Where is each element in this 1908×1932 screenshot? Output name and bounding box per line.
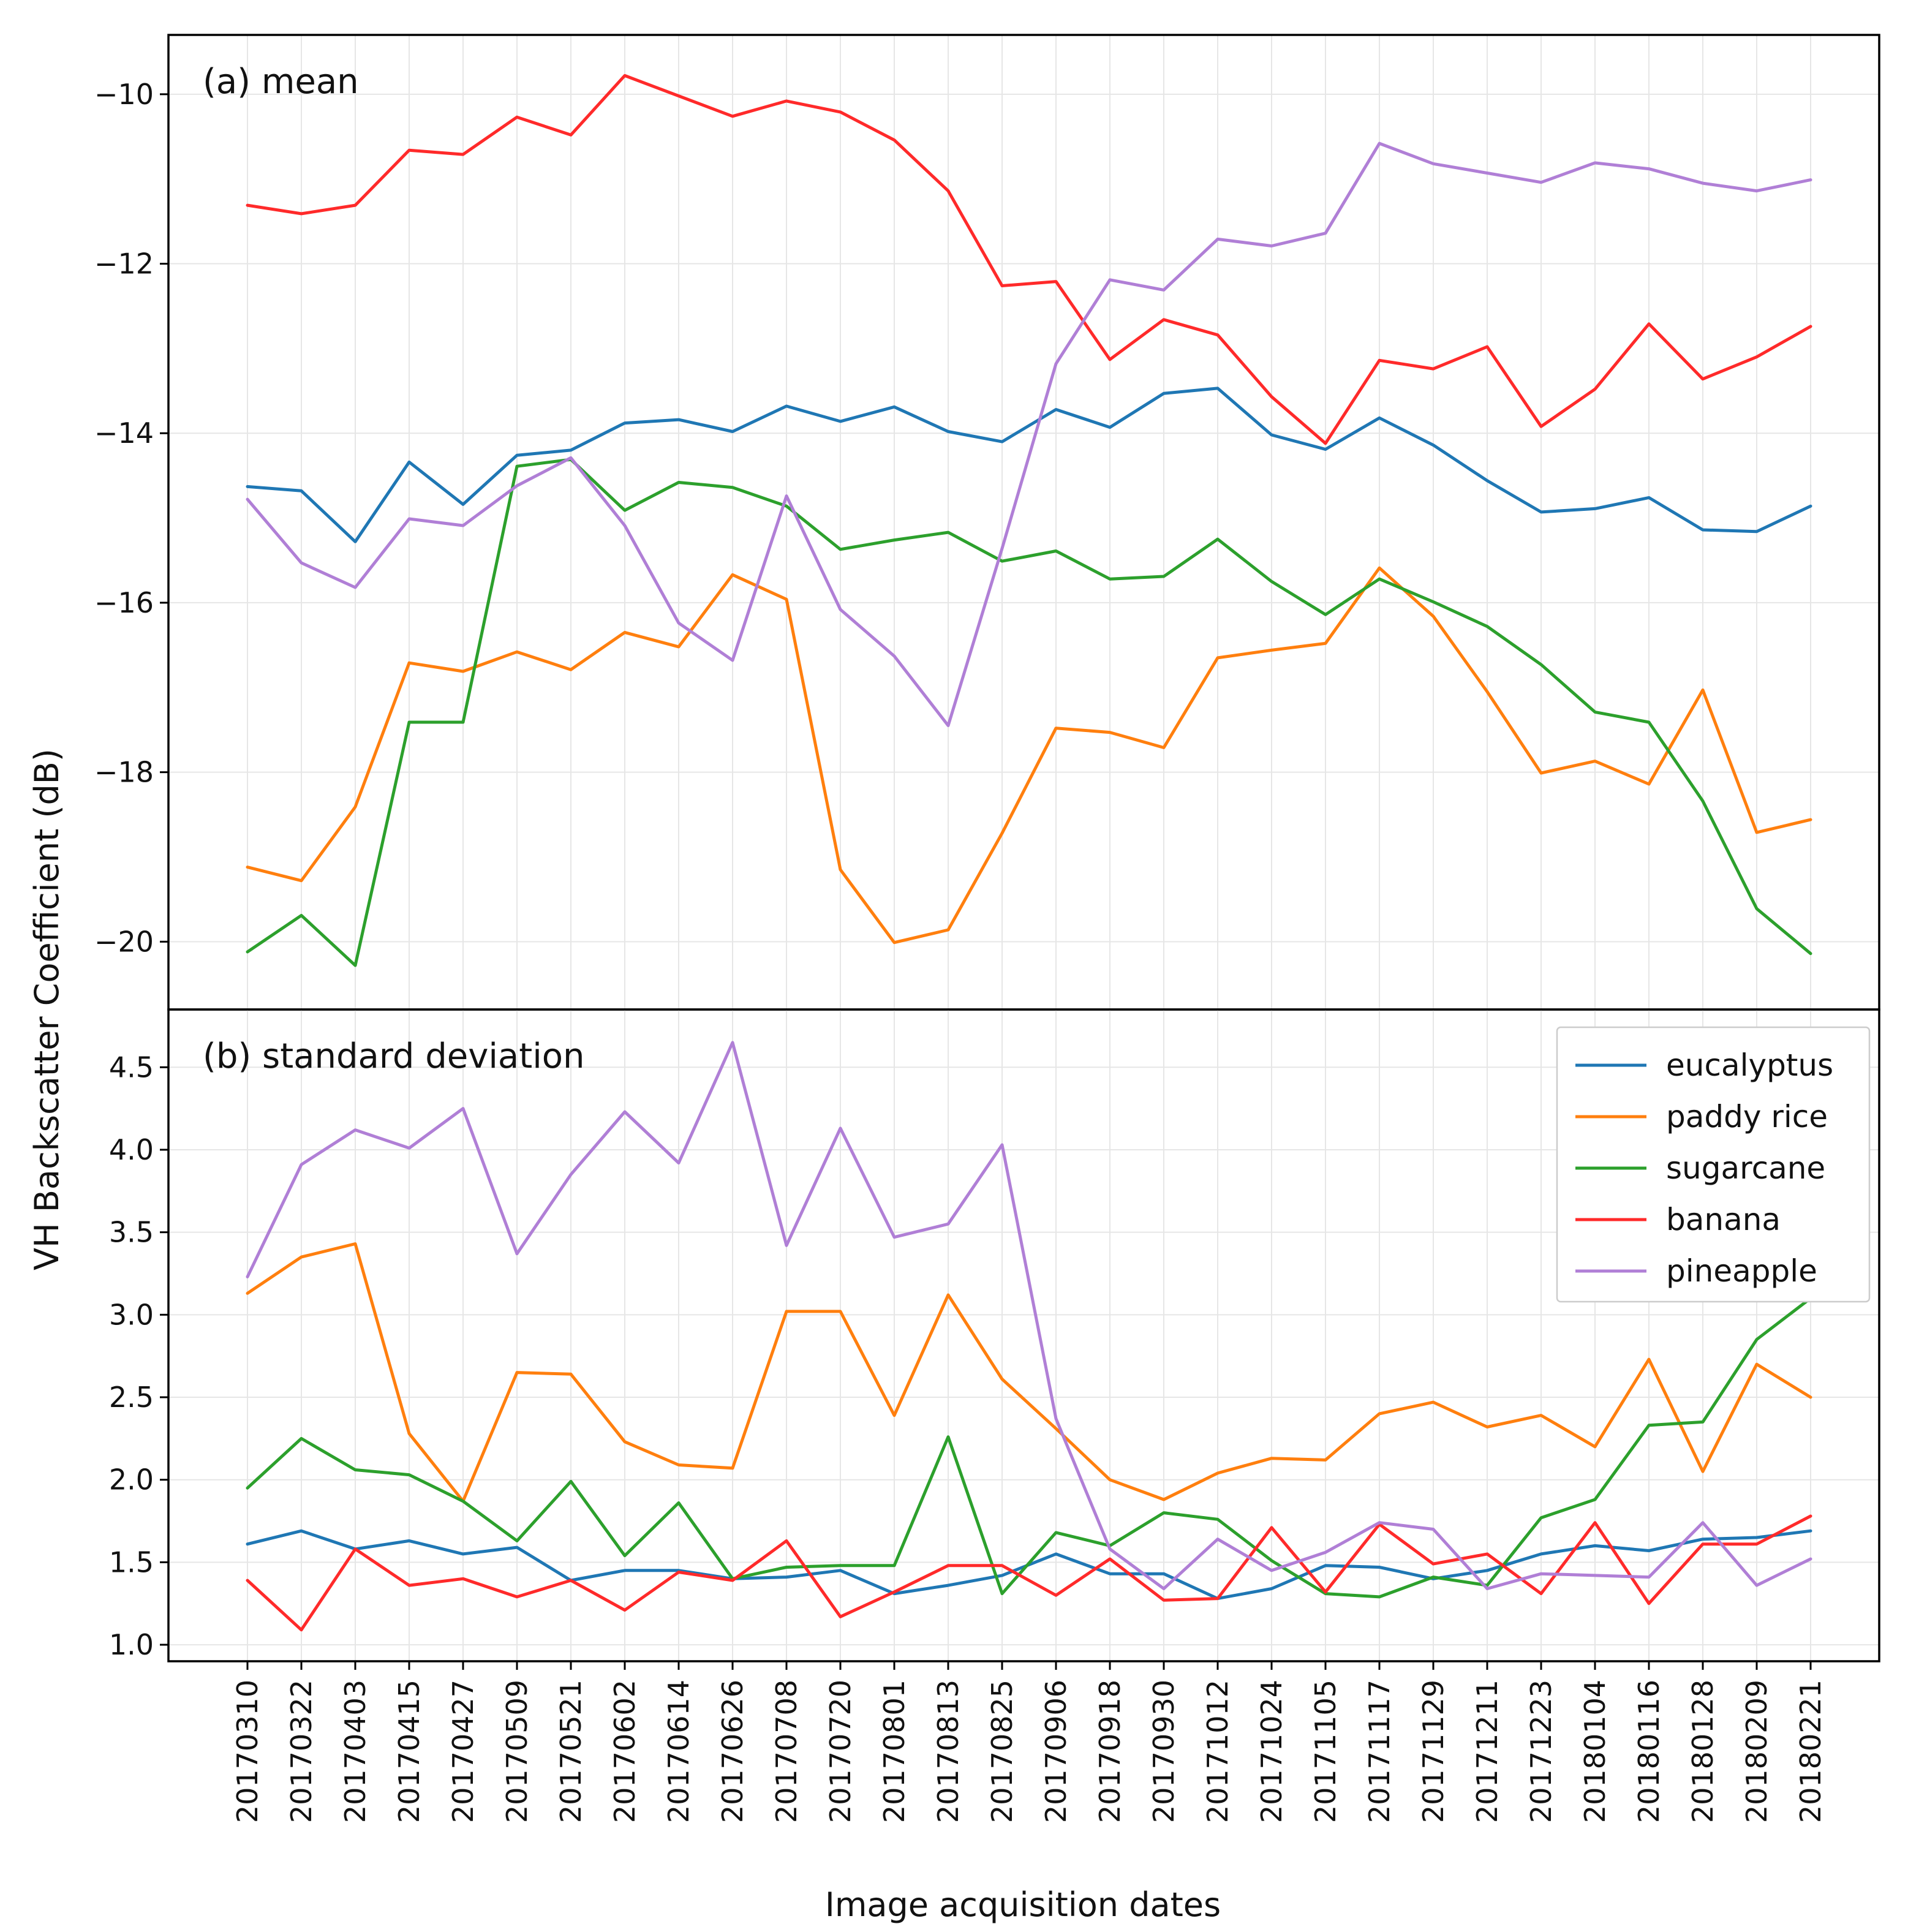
x-tick-label: 20170708 bbox=[770, 1680, 803, 1823]
x-tick-label: 20170614 bbox=[662, 1680, 695, 1823]
mean-series-paddy-rice bbox=[246, 566, 1812, 945]
x-tick-label: 20170626 bbox=[716, 1680, 749, 1823]
x-tick-label: 20170322 bbox=[285, 1680, 318, 1823]
std-y-tick-label: 2.5 bbox=[109, 1381, 154, 1414]
mean-y-tick-label: −14 bbox=[94, 417, 154, 450]
x-tick-label: 20170403 bbox=[339, 1680, 372, 1823]
panel-mean-grid bbox=[168, 35, 1879, 1009]
x-tick-label: 20170415 bbox=[393, 1680, 426, 1823]
mean-y-tick-label: −12 bbox=[94, 247, 154, 281]
mean-series-banana bbox=[246, 74, 1812, 445]
x-tick-label: 20180116 bbox=[1632, 1680, 1665, 1823]
panel-std-grid bbox=[168, 1009, 1879, 1661]
panel-mean-series bbox=[246, 74, 1812, 967]
mean-y-tick-label: −20 bbox=[94, 925, 154, 958]
x-tick-label: 20170310 bbox=[231, 1680, 264, 1823]
std-series-paddy-rice bbox=[246, 1242, 1812, 1503]
x-tick-label: 20171117 bbox=[1363, 1680, 1396, 1823]
x-tick-label: 20170521 bbox=[554, 1680, 587, 1823]
std-y-tick-label: 4.5 bbox=[109, 1051, 154, 1084]
legend: eucalyptus paddy rice sugarcane banana pinea… bbox=[1556, 1026, 1871, 1303]
x-tick-label: 20171223 bbox=[1525, 1680, 1558, 1823]
panel-std-y-axis: 1.0 1.5 2.0 2.5 3.0 3.5 4.0 4.5 bbox=[109, 1051, 168, 1661]
mean-y-tick-label: −10 bbox=[94, 78, 154, 111]
std-y-tick-label: 4.0 bbox=[109, 1133, 154, 1166]
x-tick-label: 20170602 bbox=[608, 1680, 641, 1823]
std-y-tick-label: 1.0 bbox=[109, 1628, 154, 1661]
panel-mean-y-axis: −20 −18 −16 −14 −12 −10 bbox=[94, 78, 168, 958]
mean-series-eucalyptus bbox=[246, 387, 1812, 543]
mean-y-tick-label: −18 bbox=[94, 756, 154, 789]
std-y-tick-label: 3.5 bbox=[109, 1216, 154, 1249]
legend-label-eucalyptus: eucalyptus bbox=[1666, 1047, 1833, 1083]
x-tick-label: 20170720 bbox=[824, 1680, 857, 1823]
x-tick-label: 20180104 bbox=[1578, 1680, 1612, 1823]
x-tick-label: 20170918 bbox=[1093, 1680, 1126, 1823]
mean-y-tick-label: −16 bbox=[94, 586, 154, 619]
mean-series-pineapple bbox=[246, 142, 1812, 727]
panel-std-frame bbox=[167, 1008, 1880, 1662]
x-tick-label: 20170427 bbox=[447, 1680, 480, 1823]
x-tick-label: 20170813 bbox=[932, 1680, 965, 1823]
std-y-tick-label: 2.0 bbox=[109, 1463, 154, 1496]
legend-box bbox=[1556, 1026, 1871, 1303]
mean-series-sugarcane bbox=[246, 458, 1812, 967]
x-tick-label: 20171105 bbox=[1309, 1680, 1342, 1823]
x-tick-label: 20180128 bbox=[1686, 1680, 1719, 1823]
x-tick-label: 20180209 bbox=[1740, 1680, 1773, 1823]
x-tick-label: 20171024 bbox=[1255, 1680, 1288, 1823]
std-series-pineapple bbox=[246, 1041, 1812, 1590]
x-tick-label: 20171129 bbox=[1417, 1680, 1450, 1823]
x-tick-label: 20171211 bbox=[1471, 1680, 1504, 1823]
std-y-tick-label: 3.0 bbox=[109, 1298, 154, 1331]
panel-standard-deviation: 1.0 1.5 2.0 2.5 3.0 3.5 4.0 4.5 20170310 2017032… bbox=[109, 1008, 1880, 1823]
panel-std-series bbox=[246, 1041, 1812, 1632]
x-tick-label: 20170801 bbox=[878, 1680, 911, 1823]
x-axis-title: Image acquisition dates bbox=[825, 1885, 1221, 1924]
x-tick-label: 20180221 bbox=[1794, 1680, 1827, 1823]
x-tick-label: 20170825 bbox=[986, 1680, 1019, 1823]
panel-mean-title: (a) mean bbox=[203, 62, 359, 102]
legend-label-sugarcane: sugarcane bbox=[1666, 1150, 1825, 1186]
legend-label-paddy-rice: paddy rice bbox=[1666, 1099, 1828, 1134]
legend-label-banana: banana bbox=[1666, 1202, 1781, 1237]
x-tick-label: 20170930 bbox=[1147, 1680, 1180, 1823]
y-axis-title: VH Backscatter Coefficient (dB) bbox=[28, 749, 66, 1270]
x-axis-date-ticks: 20170310 20170322 20170403 20170415 20170427… bbox=[231, 1661, 1827, 1823]
x-tick-label: 20170906 bbox=[1039, 1680, 1073, 1823]
panel-std-title: (b) standard deviation bbox=[203, 1036, 585, 1076]
legend-label-pineapple: pineapple bbox=[1666, 1253, 1817, 1289]
legend-items: eucalyptus paddy rice sugarcane banana pinea… bbox=[1575, 1047, 1833, 1289]
std-series-banana bbox=[246, 1514, 1812, 1632]
std-series-sugarcane bbox=[246, 1296, 1812, 1599]
std-y-tick-label: 1.5 bbox=[109, 1545, 154, 1579]
panel-mean: −20 −18 −16 −14 −12 −10 (a) mean bbox=[94, 34, 1880, 1011]
x-tick-label: 20170509 bbox=[500, 1680, 534, 1823]
x-tick-label: 20171012 bbox=[1201, 1680, 1234, 1823]
